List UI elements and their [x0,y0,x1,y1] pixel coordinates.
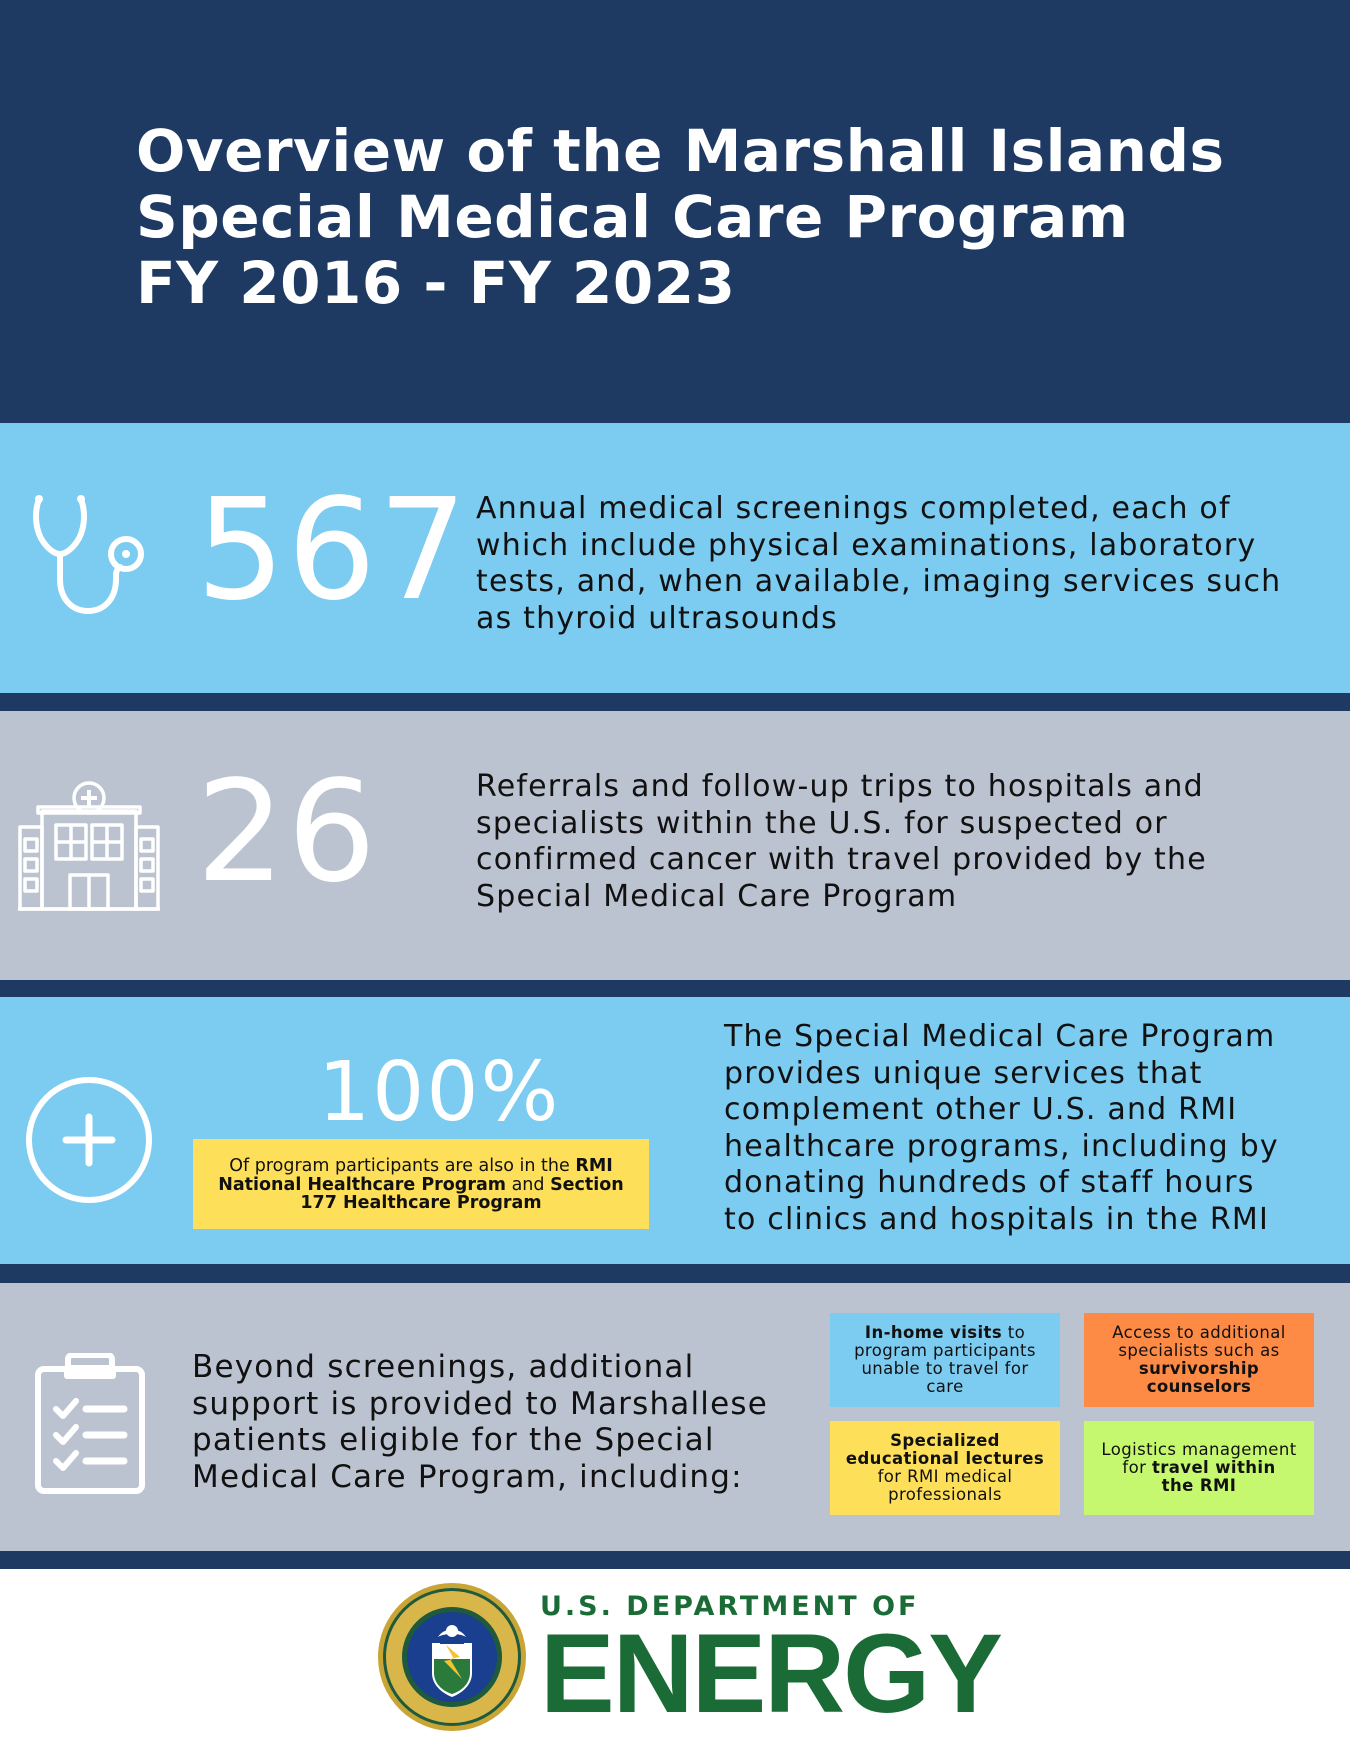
plus-circle-icon [26,1077,152,1203]
org-name-large: ENERGY [540,1611,1003,1736]
header: Overview of the Marshall Islands Special… [0,0,1350,423]
page-title: Overview of the Marshall Islands Special… [136,118,1225,316]
clipboard-checklist-icon [35,1353,145,1494]
support-intro: Beyond screenings, additional support is… [192,1349,769,1495]
support-item-in-home-visits: In-home visits to program participants u… [830,1313,1060,1407]
support-item-specialists: Access to additional specialists such as… [1084,1313,1314,1407]
footer: U.S. DEPARTMENT OF ENERGY [0,1569,1350,1748]
stat-referrals: 26 Referrals and follow-up trips to hosp… [0,711,1350,980]
stat-participants: 100% Of program participants are also in… [0,997,1350,1264]
stat-description: Annual medical screenings completed, eac… [476,491,1282,636]
title-line-1: Overview of the Marshall Islands [136,117,1225,185]
doe-seal-icon [378,1583,526,1731]
support-item-logistics: Logistics management for travel within t… [1084,1421,1314,1515]
stat-value: 567 [196,469,470,632]
hospital-icon [18,781,160,911]
stat-description: The Special Medical Care Program provide… [724,1019,1279,1237]
stethoscope-icon [33,495,144,614]
stat-description: Referrals and follow-up trips to hospita… [476,769,1207,914]
title-line-2: Special Medical Care Program [136,183,1129,251]
stat-screenings: 567 Annual medical screenings completed,… [0,423,1350,693]
participants-callout: Of program participants are also in the … [193,1139,649,1229]
stat-value: 26 [196,751,379,914]
org-name-small: U.S. DEPARTMENT OF [540,1591,920,1622]
stat-value: 100% [318,1045,561,1140]
title-line-3: FY 2016 - FY 2023 [136,249,736,317]
support-item-lectures: Specialized educational lectures for RMI… [830,1421,1060,1515]
additional-support: Beyond screenings, additional support is… [0,1283,1350,1551]
